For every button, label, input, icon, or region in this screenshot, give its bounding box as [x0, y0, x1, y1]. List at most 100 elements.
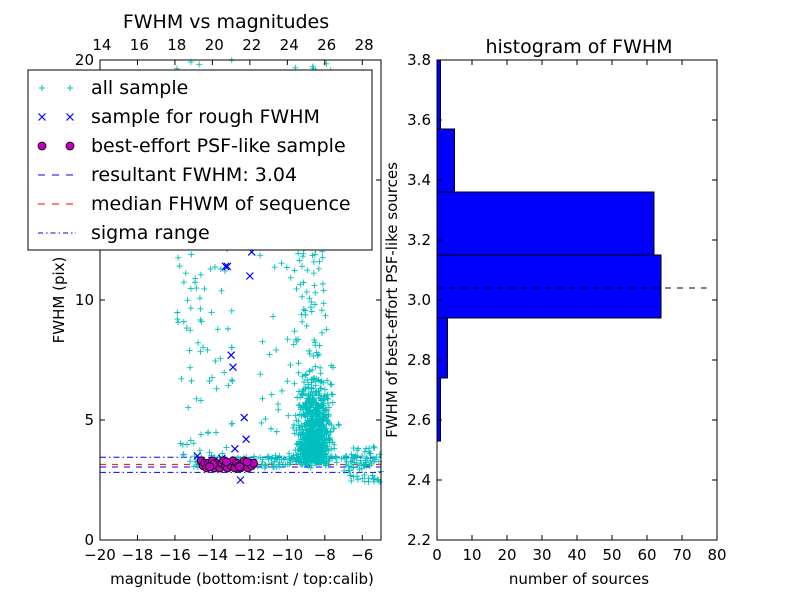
all-sample-point: [323, 445, 330, 452]
all-sample-point: [299, 293, 306, 300]
all-sample-point: [266, 351, 273, 358]
all-sample-point: [278, 456, 285, 463]
histogram-title: histogram of FWHM: [485, 36, 672, 58]
all-sample-point: [321, 386, 328, 393]
all-sample-point: [295, 438, 302, 445]
all-sample-point: [323, 60, 330, 67]
histogram-y-tick-label: 3.4: [407, 171, 431, 189]
all-sample-point: [324, 377, 331, 384]
legend: all sample sample for rough FWHM best-effo…: [27, 69, 373, 251]
all-sample-point: [348, 477, 355, 484]
all-sample-point: [213, 385, 220, 392]
all-sample-point: [281, 455, 288, 462]
legend-entry: sigma range: [38, 222, 210, 244]
histogram-y-tick-label: 3.6: [407, 111, 431, 129]
psf-like-point: [235, 462, 244, 472]
all-sample-point: [376, 451, 383, 458]
all-sample-point: [295, 250, 302, 257]
scatter-top-tick-label: 28: [355, 36, 374, 54]
scatter-top-tick-label: 22: [242, 36, 261, 54]
all-sample-point: [206, 377, 213, 384]
rough-fwhm-point: [242, 435, 251, 444]
all-sample-point: [195, 339, 202, 346]
rough-fwhm-point: [229, 363, 237, 372]
all-sample-point: [193, 285, 200, 292]
all-sample-point: [348, 458, 355, 465]
all-sample-point: [307, 458, 314, 465]
legend-label: best-effort PSF-like sample: [91, 135, 346, 157]
all-sample-point: [271, 264, 278, 271]
all-sample-point: [326, 434, 333, 441]
legend-box: [27, 69, 373, 251]
all-sample-point: [312, 363, 319, 370]
all-sample-point: [180, 451, 187, 458]
all-sample-point: [371, 444, 378, 451]
all-sample-point: [319, 280, 326, 287]
all-sample-point: [285, 412, 292, 419]
all-sample-point: [318, 329, 325, 336]
all-sample-point: [262, 415, 269, 422]
legend-label: resultant FWHM: 3.04: [91, 164, 297, 186]
all-sample-point: [275, 406, 282, 413]
all-sample-point: [312, 289, 319, 296]
all-sample-point: [291, 328, 298, 335]
all-sample-point: [257, 454, 264, 461]
all-sample-point: [313, 400, 320, 407]
all-sample-point: [193, 462, 200, 469]
all-sample-point: [214, 326, 221, 333]
all-sample-point: [312, 342, 319, 349]
all-sample-point: [278, 387, 285, 394]
all-sample-point: [343, 458, 350, 465]
all-sample-point: [348, 451, 355, 458]
all-sample-point: [207, 266, 214, 273]
psf-like-point: [205, 462, 214, 472]
scatter-top-tick-label: 18: [167, 36, 186, 54]
scatter-top-tick-label: 16: [130, 36, 149, 54]
all-sample-point: [315, 265, 322, 272]
scatter-title: FWHM vs magnitudes: [123, 11, 329, 33]
all-sample-point: [299, 462, 306, 469]
rough-fwhm-point: [221, 262, 230, 271]
all-sample-point: [299, 373, 306, 380]
histogram-y-tick-label: 3.0: [407, 291, 431, 309]
all-sample-point: [312, 389, 319, 396]
all-sample-point: [316, 423, 323, 430]
all-sample-point: [304, 377, 311, 384]
all-sample-point: [297, 404, 304, 411]
all-sample-point: [320, 300, 327, 307]
all-sample-point: [324, 428, 331, 435]
all-sample-point: [361, 478, 368, 485]
all-sample-point: [175, 319, 182, 326]
legend-label: sample for rough FWHM: [91, 106, 320, 128]
all-sample-point: [295, 431, 302, 438]
all-sample-point: [273, 346, 280, 353]
all-sample-point: [310, 258, 317, 265]
all-sample-point: [355, 445, 362, 452]
all-sample-point: [370, 458, 377, 465]
all-sample-point: [374, 476, 381, 483]
all-sample-point: [373, 453, 380, 460]
legend-entry: best-effort PSF-like sample: [37, 135, 346, 157]
all-sample-point: [359, 453, 366, 460]
all-sample-point: [305, 419, 312, 426]
all-sample-point: [311, 375, 318, 382]
histogram-y-tick-label: 3.2: [407, 231, 431, 249]
all-sample-point: [312, 458, 319, 465]
all-sample-point: [308, 402, 315, 409]
legend-label: median FHWM of sequence: [91, 193, 351, 215]
all-sample-point: [321, 415, 328, 422]
all-sample-point: [291, 430, 298, 437]
all-sample-point: [359, 475, 366, 482]
all-sample-point: [309, 366, 316, 373]
all-sample-point: [306, 401, 313, 408]
all-sample-point: [228, 344, 235, 351]
rough-fwhm-point: [240, 413, 249, 422]
all-sample-point: [311, 442, 318, 449]
all-sample-point: [295, 360, 302, 367]
histogram-bar: [436, 317, 448, 379]
all-sample-point: [323, 393, 330, 400]
scatter-top-tick-label: 24: [280, 36, 299, 54]
rough-fwhm-point: [236, 476, 245, 484]
all-sample-point: [306, 350, 313, 357]
all-sample-point: [324, 400, 331, 407]
